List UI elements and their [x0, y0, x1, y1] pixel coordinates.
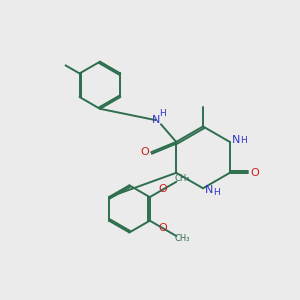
Text: H: H: [214, 188, 220, 197]
Text: O: O: [159, 184, 167, 194]
Text: O: O: [159, 223, 167, 233]
Text: CH₃: CH₃: [175, 234, 190, 243]
Text: O: O: [250, 168, 259, 178]
Text: CH₃: CH₃: [175, 174, 190, 183]
Text: N: N: [152, 115, 160, 125]
Text: N: N: [205, 185, 214, 195]
Text: H: H: [159, 110, 166, 118]
Text: O: O: [140, 147, 149, 157]
Text: N: N: [232, 135, 240, 146]
Text: H: H: [240, 136, 247, 145]
